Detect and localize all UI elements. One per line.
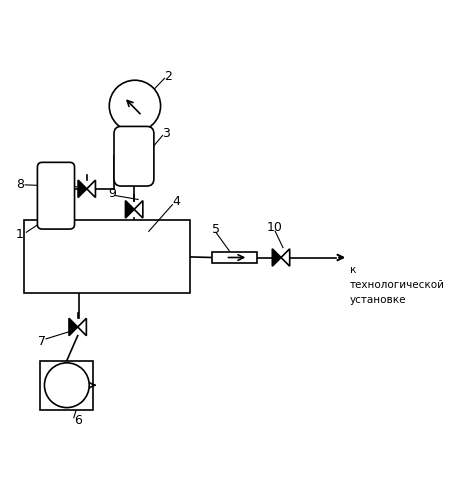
Polygon shape (87, 180, 96, 198)
Polygon shape (78, 180, 87, 198)
Text: установке: установке (350, 295, 407, 305)
Polygon shape (78, 318, 87, 336)
Text: 4: 4 (172, 196, 180, 208)
Text: 9: 9 (109, 186, 116, 200)
Bar (212, 252, 258, 263)
Text: 8: 8 (16, 178, 24, 192)
FancyBboxPatch shape (37, 162, 74, 229)
Polygon shape (69, 318, 78, 336)
Circle shape (45, 363, 89, 408)
Text: 1: 1 (16, 228, 23, 241)
Text: 10: 10 (267, 222, 283, 234)
Text: технологической: технологической (350, 280, 445, 290)
Polygon shape (125, 200, 134, 218)
Bar (24, 220, 190, 294)
Bar (40, 360, 93, 410)
Text: к: к (350, 266, 356, 276)
Text: 2: 2 (165, 70, 172, 83)
Text: 5: 5 (212, 223, 220, 236)
Circle shape (109, 80, 161, 132)
Text: 7: 7 (38, 335, 46, 348)
Text: 6: 6 (74, 414, 82, 427)
Text: 3: 3 (162, 127, 170, 140)
Polygon shape (281, 249, 290, 266)
Polygon shape (134, 200, 143, 218)
Polygon shape (272, 249, 281, 266)
FancyBboxPatch shape (114, 126, 154, 186)
